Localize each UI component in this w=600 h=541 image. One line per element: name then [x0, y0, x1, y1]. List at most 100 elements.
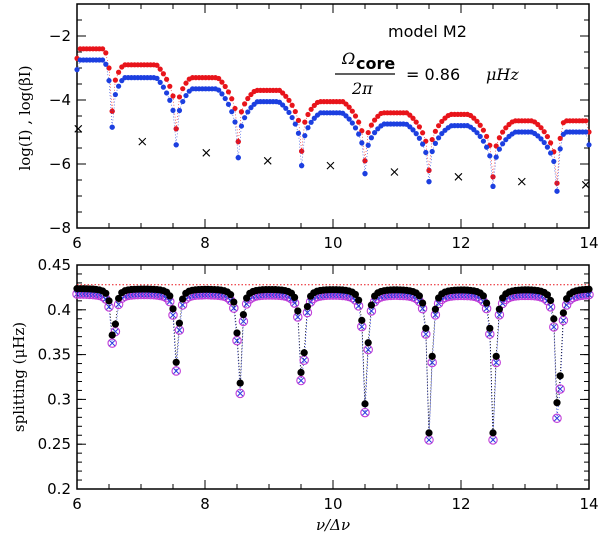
blue-cross: [362, 409, 368, 416]
bottom-xlabel: ν/Δν: [316, 516, 350, 534]
blue-cross: [432, 311, 439, 318]
blue-cross: [304, 309, 311, 316]
red-point: [432, 128, 438, 134]
cross-stroke: [426, 436, 432, 443]
red-point: [295, 117, 302, 123]
black-filled-circle: [364, 339, 372, 347]
cross-stroke: [304, 309, 311, 316]
red-point: [229, 96, 235, 102]
blue-point: [432, 140, 438, 146]
cross-stroke: [550, 323, 557, 330]
blue-cross: [301, 357, 308, 364]
y-tick-label: 0.3: [47, 390, 71, 408]
blue-point: [116, 83, 122, 89]
black-filled-circle: [492, 352, 500, 360]
cross-stroke: [586, 291, 592, 298]
red-point: [535, 121, 541, 128]
magenta-open-circle: [552, 413, 562, 423]
black-filled-circle: [415, 292, 423, 300]
blue-point: [487, 153, 493, 159]
blue-point: [167, 97, 173, 103]
magenta-open-circle: [360, 407, 370, 418]
black-filled-circle: [230, 298, 238, 306]
red-point: [493, 143, 499, 149]
blue-point: [232, 119, 238, 125]
top-ticks: 6 8 10 12 14 −8 −6 −4 −2: [49, 3, 599, 252]
blue-point: [484, 144, 490, 150]
magenta-open-circle: [235, 388, 245, 399]
cross-stroke: [554, 415, 560, 422]
red-point: [538, 125, 544, 131]
red-point: [484, 133, 490, 140]
blue-point: [362, 171, 368, 177]
red-point: [420, 130, 426, 136]
blue-cross: [298, 377, 304, 384]
black-filled-circle: [169, 305, 177, 313]
cross-stroke: [480, 298, 487, 305]
cross-stroke: [563, 302, 570, 308]
red-point: [541, 129, 547, 135]
black-filled-circle: [479, 292, 487, 300]
black-filled-circle: [431, 305, 439, 313]
blue-cross: [109, 340, 116, 347]
blue-cross: [560, 317, 567, 324]
blue-cross: [557, 386, 564, 392]
blue-point: [229, 109, 235, 115]
blue-point: [154, 75, 160, 81]
blue-point: [551, 158, 557, 165]
blue-cross: [499, 300, 506, 307]
cross-stroke: [557, 386, 564, 392]
blue-point: [112, 91, 118, 98]
black-filled-circle: [553, 399, 561, 407]
cross-stroke: [202, 148, 211, 157]
cross-stroke: [170, 312, 176, 319]
red-point: [106, 65, 112, 71]
bottom-ylabel: splitting (μHz): [10, 322, 28, 432]
blue-point: [541, 139, 547, 146]
black-filled-circle: [175, 319, 183, 327]
red-point: [242, 101, 248, 107]
red-point: [474, 118, 480, 124]
red-point: [368, 122, 374, 128]
blue-point: [352, 125, 359, 131]
cross-point: [202, 148, 211, 157]
blue-point: [544, 144, 551, 150]
blue-point: [477, 133, 483, 140]
cross-stroke: [454, 172, 463, 181]
cross-stroke: [326, 161, 335, 170]
model-annotation: model M2 Ω core 2π = 0.86 μHz: [335, 22, 519, 98]
blue-point: [420, 141, 426, 147]
blue-point: [349, 120, 355, 126]
bottom-panel: 6 8 10 12 14 0.2 0.25 0.3 0.35 0.4 0.45 splitting …: [10, 256, 599, 534]
blue-cross: [106, 303, 112, 310]
black-filled-circle: [419, 299, 427, 307]
black-filled-circle: [227, 291, 235, 299]
black-filled-circle: [236, 379, 244, 387]
blue-point: [245, 109, 251, 115]
cross-point: [138, 137, 147, 146]
fraction-denominator: 2π: [351, 79, 373, 98]
y-tick-label: −8: [49, 219, 71, 237]
red-point: [436, 123, 442, 129]
cross-stroke: [138, 137, 147, 146]
blue-cross: [358, 323, 365, 330]
cross-stroke: [517, 177, 526, 186]
black-filled-circle: [543, 291, 552, 299]
blue-point: [586, 142, 592, 148]
x-tick-label: 6: [72, 495, 82, 513]
blue-cross: [550, 323, 557, 330]
red-point: [413, 119, 419, 125]
blue-cross: [419, 305, 426, 312]
red-point: [305, 111, 311, 118]
blue-point: [308, 119, 314, 125]
blue-cross: [422, 331, 429, 338]
blue-point: [173, 142, 179, 148]
blue-cross: [563, 302, 570, 308]
blue-point: [183, 92, 189, 99]
red-point: [173, 126, 179, 132]
blue-point: [583, 129, 589, 135]
cross-stroke: [298, 377, 304, 384]
x-tick-label: 12: [451, 234, 470, 252]
red-point: [308, 106, 314, 112]
